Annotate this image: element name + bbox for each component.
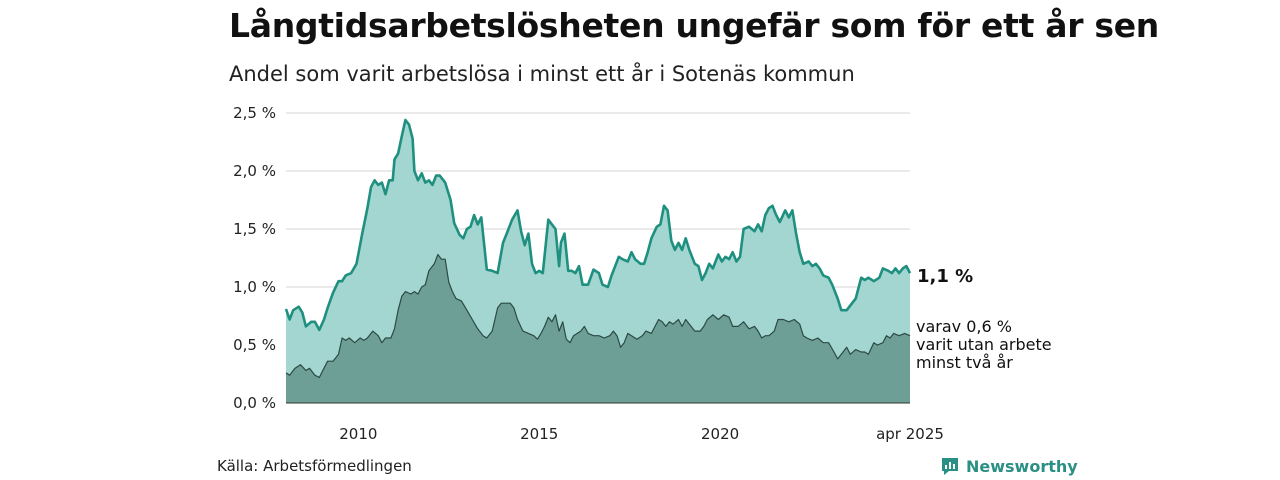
line-total-longterm — [284, 118, 912, 332]
brand-logo[interactable]: Newsworthy — [940, 456, 1078, 476]
end-label-long-line-3: minst två år — [916, 353, 1013, 372]
y-axis-ticks: 0,0 % 0,5 % 1,0 % 1,5 % 2,0 % 2,5 % — [233, 104, 276, 412]
line-two-years — [285, 253, 911, 379]
y-tick-label: 2,0 % — [233, 162, 276, 180]
area-two-years — [286, 254, 910, 403]
end-label-long-line-2: varit utan arbete — [916, 335, 1052, 354]
x-tick-label: 2020 — [701, 425, 739, 443]
y-tick-label: 1,5 % — [233, 220, 276, 238]
x-axis-ticks: 2010 2015 2020 apr 2025 — [339, 425, 944, 443]
x-tick-label: 2010 — [339, 425, 377, 443]
newsworthy-logo-icon — [942, 458, 958, 475]
brand-name: Newsworthy — [966, 456, 1078, 476]
x-tick-label: 2015 — [520, 425, 558, 443]
y-tick-label: 1,0 % — [233, 278, 276, 296]
y-tick-label: 0,5 % — [233, 336, 276, 354]
x-tick-label: apr 2025 — [876, 425, 944, 443]
end-label-long-line-1: varav 0,6 % — [916, 317, 1012, 336]
y-tick-label: 0,0 % — [233, 394, 276, 412]
chart-subtitle: Andel som varit arbetslösa i minst ett å… — [229, 62, 855, 86]
y-tick-label: 2,5 % — [233, 104, 276, 122]
end-label-total: 1,1 % — [917, 266, 973, 287]
source-note: Källa: Arbetsförmedlingen — [217, 457, 412, 475]
chart-title: Långtidsarbetslösheten ungefär som för e… — [229, 6, 1159, 45]
